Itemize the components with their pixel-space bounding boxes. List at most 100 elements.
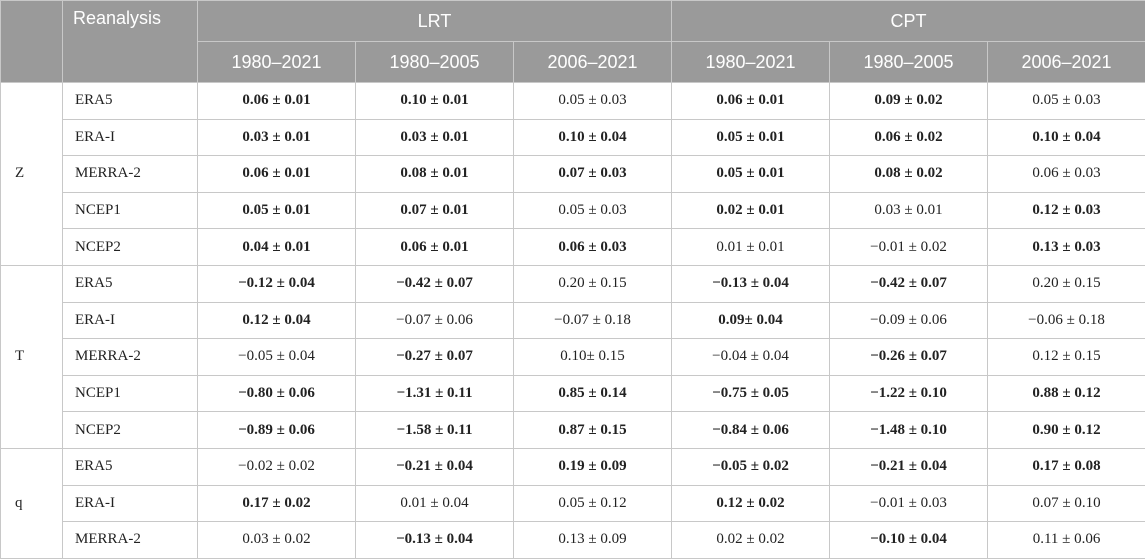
trend-value-cell: 0.05 ± 0.03 <box>514 83 672 120</box>
variable-label: q <box>1 448 63 558</box>
trend-value-cell: 0.10 ± 0.04 <box>514 119 672 156</box>
reanalysis-name: MERRA-2 <box>63 156 198 193</box>
trend-value-cell: 0.05 ± 0.12 <box>514 485 672 522</box>
cpt-header: CPT <box>672 1 1145 42</box>
trend-value-cell: −0.84 ± 0.06 <box>672 412 830 449</box>
trend-value-cell: −0.21 ± 0.04 <box>356 448 514 485</box>
trend-value-cell: 0.06 ± 0.01 <box>356 229 514 266</box>
reanalysis-name: ERA-I <box>63 119 198 156</box>
corner-header <box>1 1 63 83</box>
trend-value-cell: −0.01 ± 0.03 <box>830 485 988 522</box>
trend-value-cell: 0.03 ± 0.01 <box>356 119 514 156</box>
trend-value-cell: −0.42 ± 0.07 <box>356 265 514 302</box>
trend-value-cell: −0.26 ± 0.07 <box>830 339 988 376</box>
trend-value-cell: 0.88 ± 0.12 <box>988 375 1145 412</box>
trend-value-cell: 0.17 ± 0.08 <box>988 448 1145 485</box>
trend-value-cell: 0.17 ± 0.02 <box>198 485 356 522</box>
lrt-header: LRT <box>198 1 672 42</box>
trend-value-cell: 0.05 ± 0.03 <box>988 83 1145 120</box>
trend-value-cell: 0.12 ± 0.03 <box>988 192 1145 229</box>
reanalysis-name: NCEP1 <box>63 192 198 229</box>
trend-value-cell: −0.01 ± 0.02 <box>830 229 988 266</box>
trend-value-cell: 0.06 ± 0.01 <box>198 156 356 193</box>
trend-value-cell: −0.27 ± 0.07 <box>356 339 514 376</box>
trend-value-cell: 0.19 ± 0.09 <box>514 448 672 485</box>
trend-value-cell: −0.04 ± 0.04 <box>672 339 830 376</box>
trend-value-cell: 0.90 ± 0.12 <box>988 412 1145 449</box>
trend-value-cell: 0.07 ± 0.01 <box>356 192 514 229</box>
trend-value-cell: −1.58 ± 0.11 <box>356 412 514 449</box>
reanalysis-name: ERA-I <box>63 302 198 339</box>
variable-label: T <box>1 265 63 448</box>
period-header: 2006–2021 <box>988 42 1145 83</box>
trend-value-cell: 0.87 ± 0.15 <box>514 412 672 449</box>
trend-value-cell: 0.07 ± 0.10 <box>988 485 1145 522</box>
trend-value-cell: 0.03 ± 0.01 <box>198 119 356 156</box>
trend-value-cell: 0.12 ± 0.04 <box>198 302 356 339</box>
reanalysis-name: NCEP1 <box>63 375 198 412</box>
header-row-groups: Reanalysis LRT CPT <box>1 1 1145 42</box>
trend-value-cell: 0.06 ± 0.01 <box>672 83 830 120</box>
trend-value-cell: −0.75 ± 0.05 <box>672 375 830 412</box>
trend-value-cell: 0.04 ± 0.01 <box>198 229 356 266</box>
trend-value-cell: 0.08 ± 0.01 <box>356 156 514 193</box>
trend-value-cell: −0.42 ± 0.07 <box>830 265 988 302</box>
trend-value-cell: 0.05 ± 0.01 <box>198 192 356 229</box>
trend-value-cell: 0.01 ± 0.01 <box>672 229 830 266</box>
trend-value-cell: −0.07 ± 0.18 <box>514 302 672 339</box>
trend-value-cell: 0.10 ± 0.04 <box>988 119 1145 156</box>
trend-value-cell: 0.12 ± 0.15 <box>988 339 1145 376</box>
trend-value-cell: −0.13 ± 0.04 <box>672 265 830 302</box>
trend-value-cell: 0.06 ± 0.03 <box>988 156 1145 193</box>
trend-value-cell: 0.05 ± 0.01 <box>672 156 830 193</box>
trend-value-cell: 0.09 ± 0.02 <box>830 83 988 120</box>
trend-value-cell: 0.05 ± 0.03 <box>514 192 672 229</box>
trend-value-cell: −1.22 ± 0.10 <box>830 375 988 412</box>
trend-value-cell: 0.06 ± 0.02 <box>830 119 988 156</box>
trend-value-cell: −0.09 ± 0.06 <box>830 302 988 339</box>
trend-value-cell: 0.09± 0.04 <box>672 302 830 339</box>
reanalysis-name: NCEP2 <box>63 412 198 449</box>
trend-value-cell: −1.31 ± 0.11 <box>356 375 514 412</box>
trend-value-cell: 0.85 ± 0.14 <box>514 375 672 412</box>
variable-label: Z <box>1 83 63 266</box>
trend-value-cell: 0.20 ± 0.15 <box>988 265 1145 302</box>
trend-value-cell: −0.05 ± 0.04 <box>198 339 356 376</box>
trend-value-cell: 0.13 ± 0.03 <box>988 229 1145 266</box>
trend-value-cell: 0.08 ± 0.02 <box>830 156 988 193</box>
trend-value-cell: −0.80 ± 0.06 <box>198 375 356 412</box>
period-header: 1980–2021 <box>672 42 830 83</box>
trend-value-cell: −0.12 ± 0.04 <box>198 265 356 302</box>
reanalysis-name: ERA-I <box>63 485 198 522</box>
trend-value-cell: −1.48 ± 0.10 <box>830 412 988 449</box>
trend-value-cell: 0.06 ± 0.03 <box>514 229 672 266</box>
trend-value-cell: 0.12 ± 0.02 <box>672 485 830 522</box>
trend-value-cell: 0.05 ± 0.01 <box>672 119 830 156</box>
trend-value-cell: −0.05 ± 0.02 <box>672 448 830 485</box>
reanalysis-name: ERA5 <box>63 448 198 485</box>
trend-value-cell: 0.02 ± 0.01 <box>672 192 830 229</box>
trend-value-cell: 0.20 ± 0.15 <box>514 265 672 302</box>
reanalysis-name: NCEP2 <box>63 229 198 266</box>
trend-value-cell: 0.10± 0.15 <box>514 339 672 376</box>
period-header: 1980–2005 <box>830 42 988 83</box>
reanalysis-name: ERA5 <box>63 265 198 302</box>
trend-value-cell: −0.06 ± 0.18 <box>988 302 1145 339</box>
trend-value-cell: −0.89 ± 0.06 <box>198 412 356 449</box>
reanalysis-name: ERA5 <box>63 83 198 120</box>
trend-value-cell: −0.07 ± 0.06 <box>356 302 514 339</box>
reanalysis-name: MERRA-2 <box>63 339 198 376</box>
trend-value-cell: −0.21 ± 0.04 <box>830 448 988 485</box>
